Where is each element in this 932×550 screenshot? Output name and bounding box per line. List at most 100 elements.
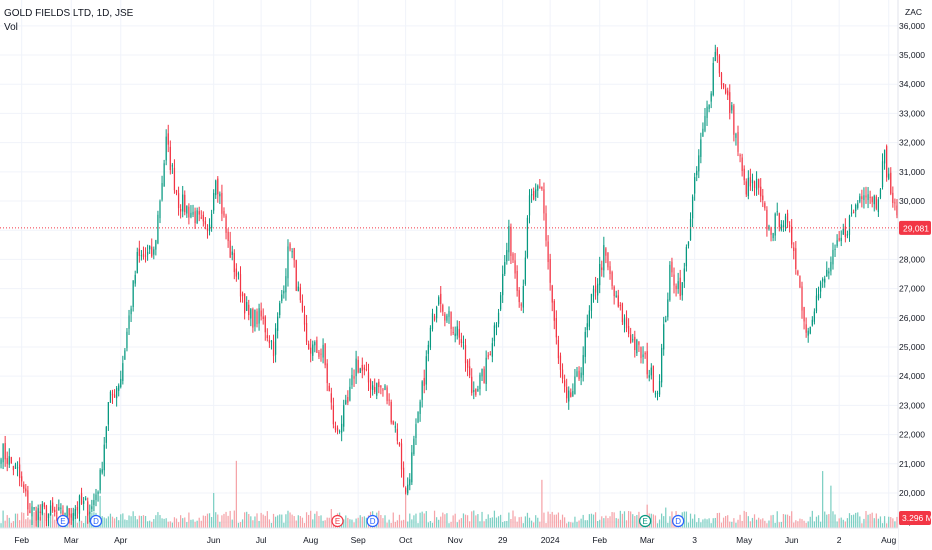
candle-body xyxy=(431,313,434,329)
volume-bar xyxy=(167,521,169,528)
candle-body xyxy=(171,165,173,167)
volume-bar xyxy=(881,523,884,528)
event-marker[interactable]: D xyxy=(672,514,685,528)
volume-bar xyxy=(559,519,562,528)
candle-body xyxy=(167,133,169,145)
candle-body xyxy=(293,248,295,261)
volume-bar xyxy=(427,522,429,528)
volume-bar xyxy=(175,518,178,528)
event-marker[interactable]: E xyxy=(56,514,70,528)
event-marker[interactable]: E xyxy=(639,514,652,528)
candle-body xyxy=(741,157,743,171)
y-tick-label: 20,000 xyxy=(899,488,925,498)
volume-bar xyxy=(799,518,801,528)
candle-body xyxy=(58,507,60,511)
candle-body xyxy=(510,226,512,256)
candle-body xyxy=(836,240,838,247)
price-axis xyxy=(898,0,932,550)
candle-body xyxy=(186,205,188,214)
volume-bar xyxy=(320,515,322,528)
candle-body xyxy=(685,246,688,267)
candle-body xyxy=(696,170,698,176)
volume-bar xyxy=(710,523,712,528)
y-tick-label: 21,000 xyxy=(899,459,925,469)
volume-bar xyxy=(80,520,83,528)
candle-body xyxy=(466,360,469,368)
event-marker[interactable]: D xyxy=(366,514,379,528)
volume-bar xyxy=(252,520,254,528)
volume-bar xyxy=(491,517,493,528)
volume-bar xyxy=(718,512,721,528)
candle-body xyxy=(341,423,343,433)
volume-bar xyxy=(365,517,368,528)
candle-body xyxy=(778,213,780,228)
volume-bar xyxy=(873,518,875,528)
candle-body xyxy=(786,213,789,223)
candle-body xyxy=(483,368,485,384)
volume-bar xyxy=(776,511,778,528)
volume-bar xyxy=(815,516,818,528)
candle-body xyxy=(704,115,706,131)
candle-body xyxy=(47,513,50,518)
event-marker[interactable]: E xyxy=(331,514,344,528)
candle-body xyxy=(642,354,644,358)
volume-bar xyxy=(138,515,140,528)
candle-body xyxy=(601,267,603,270)
candle-body xyxy=(113,394,116,398)
volume-bar xyxy=(568,521,570,528)
volume-bar xyxy=(239,522,242,528)
volume-bar xyxy=(514,516,516,528)
candle-body xyxy=(791,226,793,245)
candle-body xyxy=(477,388,479,392)
volume-bar xyxy=(590,513,593,528)
candle-body xyxy=(274,328,277,355)
candle-body xyxy=(551,285,553,303)
volume-bar xyxy=(409,513,411,528)
candle-body xyxy=(221,192,223,214)
volume-bar xyxy=(774,522,776,528)
event-marker[interactable]: D xyxy=(89,514,103,528)
candle-body xyxy=(609,266,611,275)
symbol-title[interactable]: GOLD FIELDS LTD, 1D, JSE xyxy=(4,8,134,19)
candle-body xyxy=(260,310,262,317)
volume-bar xyxy=(246,511,248,528)
volume-bar xyxy=(413,515,415,528)
candle-body xyxy=(850,212,853,214)
candle-body xyxy=(49,505,52,516)
candle-body xyxy=(774,213,776,236)
candle-body xyxy=(303,314,306,325)
candle-body xyxy=(417,411,419,423)
volume-bar xyxy=(863,518,865,528)
candle-body xyxy=(549,259,551,283)
candle-body xyxy=(215,180,217,196)
candle-body xyxy=(729,92,731,113)
volume-value: 3.296 M xyxy=(902,513,932,523)
candle-body xyxy=(132,280,134,307)
volume-bar xyxy=(667,522,669,528)
volume-bar xyxy=(438,519,440,528)
volume-bar xyxy=(33,512,35,528)
candle-body xyxy=(140,255,143,257)
volume-bar xyxy=(103,517,105,528)
candle-body xyxy=(190,212,192,218)
candle-body xyxy=(411,452,413,483)
volume-bar xyxy=(270,522,273,528)
volume-bar xyxy=(159,515,161,528)
volume-bar xyxy=(803,520,805,528)
volume-bar xyxy=(712,518,714,528)
candle-body xyxy=(74,509,76,516)
candle-body xyxy=(105,426,107,443)
candle-body xyxy=(526,217,529,258)
candle-body xyxy=(842,228,844,235)
candle-body xyxy=(289,243,291,250)
candle-body xyxy=(287,246,289,279)
volume-bar xyxy=(126,520,128,528)
candle-body xyxy=(450,311,452,329)
candle-body xyxy=(419,401,421,414)
volume-bar xyxy=(116,516,118,528)
volume-bar xyxy=(621,513,624,528)
candle-body xyxy=(361,364,363,371)
candle-body xyxy=(262,316,264,319)
